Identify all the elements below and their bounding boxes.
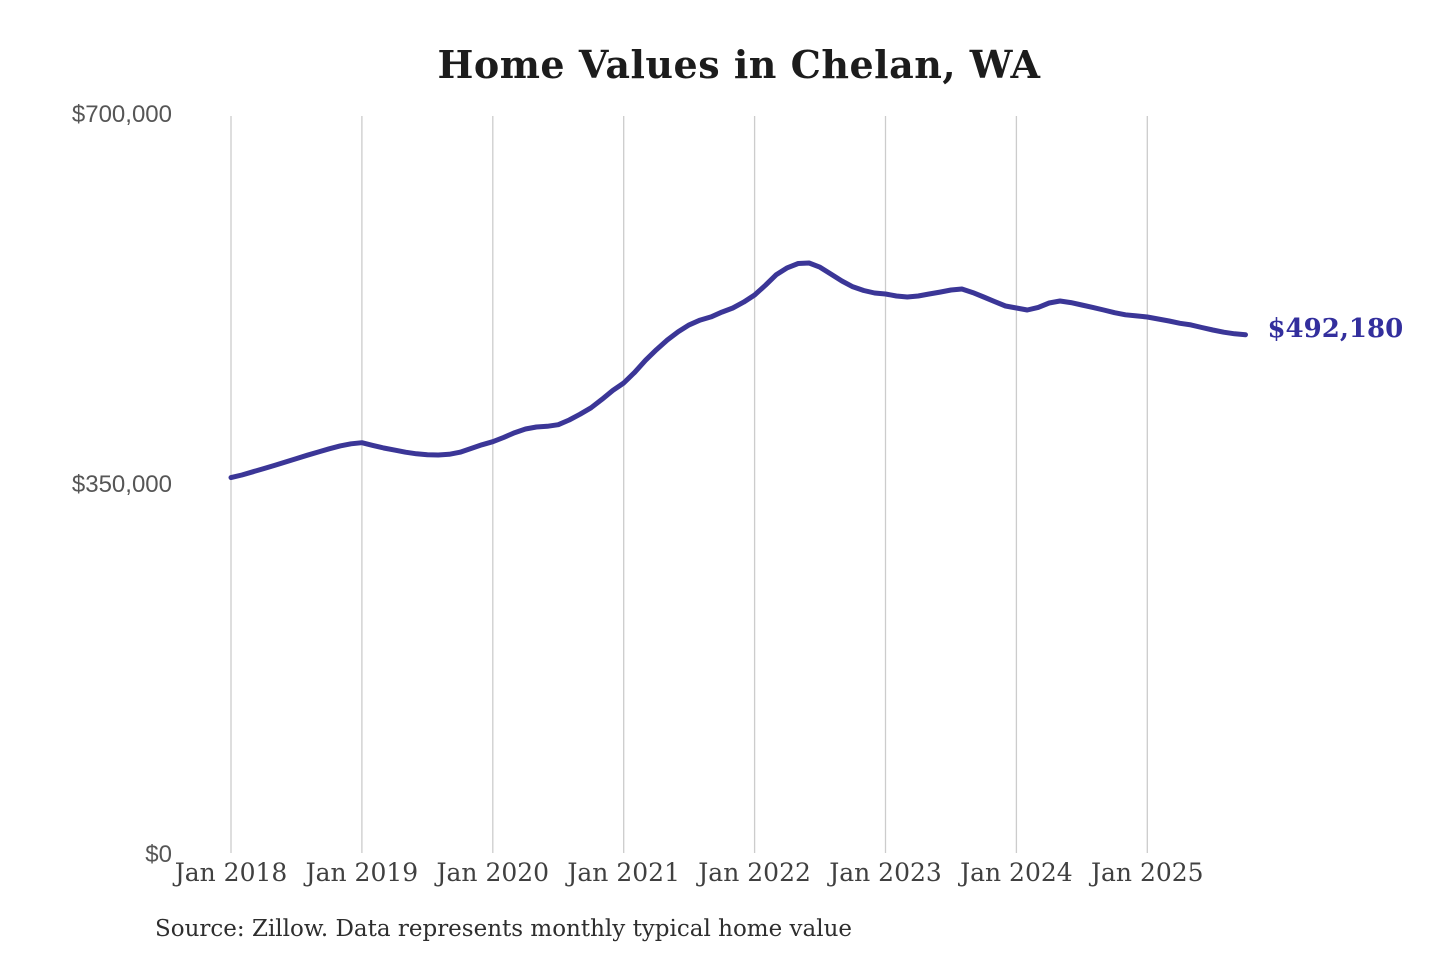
home-value-line-series xyxy=(228,260,1248,481)
year-gridlines xyxy=(230,116,1148,853)
x-axis-tick-label: Jan 2024 xyxy=(960,858,1073,887)
source-note: Source: Zillow. Data represents monthly … xyxy=(155,916,853,942)
x-axis-tick-label: Jan 2020 xyxy=(436,858,550,887)
x-axis-tick-label: Jan 2022 xyxy=(698,858,811,887)
x-axis-tick-label: Jan 2018 xyxy=(174,858,288,887)
y-axis-tick-label: $700,000 xyxy=(71,101,172,128)
x-axis-tick-label: Jan 2023 xyxy=(829,858,942,887)
x-axis-tick-label: Jan 2019 xyxy=(305,858,419,887)
chart-title: Home Values in Chelan, WA xyxy=(437,42,1041,87)
y-axis-tick-label: $0 xyxy=(145,841,172,868)
end-value-label: $492,180 xyxy=(1267,313,1404,344)
x-axis-tick-label: Jan 2025 xyxy=(1090,858,1204,887)
y-axis-tick-label: $350,000 xyxy=(71,471,172,498)
x-axis-tick-label: Jan 2021 xyxy=(567,858,680,887)
